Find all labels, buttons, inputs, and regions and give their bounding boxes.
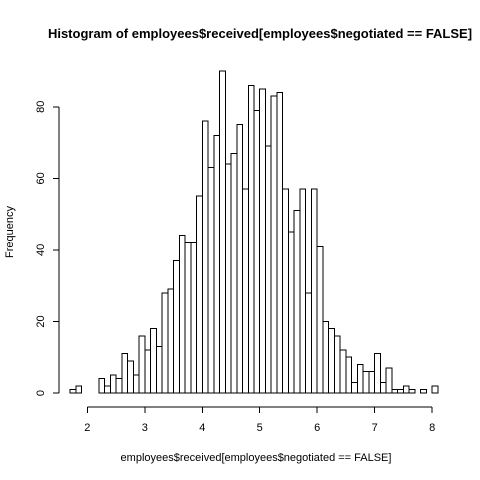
x-axis-label: employees$received[employees$negotiated … bbox=[121, 452, 392, 464]
histogram-bar bbox=[242, 188, 249, 394]
histogram-bar bbox=[173, 260, 180, 394]
histogram-bar bbox=[397, 388, 404, 394]
bars-group bbox=[69, 70, 439, 394]
x-tick-label: 5 bbox=[257, 422, 263, 434]
histogram-bar bbox=[155, 345, 163, 394]
histogram-bar bbox=[224, 163, 232, 394]
histogram-bar bbox=[402, 385, 410, 394]
histogram-bar bbox=[379, 381, 387, 394]
histogram-bar bbox=[328, 328, 335, 394]
histogram-bar bbox=[362, 371, 370, 394]
y-tick-label: 40 bbox=[35, 244, 47, 256]
histogram-bar bbox=[207, 167, 215, 394]
histogram-bar bbox=[150, 328, 157, 394]
histogram-bar bbox=[351, 381, 358, 394]
histogram-bar bbox=[310, 188, 318, 394]
x-tick-label: 6 bbox=[314, 422, 320, 434]
histogram-bar bbox=[385, 367, 393, 394]
histogram-bar bbox=[178, 235, 186, 394]
histogram-bar bbox=[230, 152, 238, 394]
histogram-bar bbox=[305, 292, 312, 394]
histogram-bar bbox=[408, 388, 416, 394]
y-tick-label: 60 bbox=[35, 172, 47, 184]
histogram-bar bbox=[316, 245, 324, 394]
histogram-bar bbox=[104, 385, 111, 394]
y-tick-label: 80 bbox=[35, 101, 47, 113]
x-tick-label: 3 bbox=[142, 422, 148, 434]
histogram-bar bbox=[213, 134, 221, 394]
histogram-bar bbox=[121, 353, 129, 394]
histogram-bar bbox=[190, 242, 198, 394]
histogram-bar bbox=[264, 145, 272, 394]
histogram-bar bbox=[282, 188, 289, 394]
histogram-bar bbox=[374, 353, 381, 394]
y-tick-label: 0 bbox=[35, 390, 47, 396]
histogram-bar bbox=[69, 388, 77, 394]
histogram-bar bbox=[259, 88, 266, 394]
x-tick-label: 8 bbox=[429, 422, 435, 434]
histogram-bar bbox=[322, 320, 330, 394]
histogram-bar bbox=[293, 210, 301, 394]
histogram-bar bbox=[345, 356, 353, 394]
histogram-bar bbox=[253, 109, 261, 394]
x-axis: 2 3 4 5 6 7 8 bbox=[84, 406, 435, 434]
chart-title: Histogram of employees$received[employee… bbox=[48, 26, 472, 41]
histogram-bar bbox=[276, 91, 284, 394]
histogram-bar bbox=[339, 349, 347, 394]
histogram-bar bbox=[287, 231, 295, 394]
histogram-bar bbox=[75, 385, 83, 394]
x-tick-label: 7 bbox=[372, 422, 378, 434]
histogram-bar bbox=[109, 374, 117, 394]
histogram-bar bbox=[144, 349, 152, 394]
histogram-bar bbox=[98, 378, 106, 394]
x-tick-label: 2 bbox=[84, 422, 90, 434]
histogram-bar bbox=[138, 335, 146, 394]
histogram-bar bbox=[196, 195, 203, 394]
histogram-bar bbox=[219, 70, 226, 394]
histogram-bar bbox=[201, 120, 209, 394]
histogram-bar bbox=[368, 371, 376, 394]
histogram-bar bbox=[184, 242, 192, 394]
histogram-bar bbox=[270, 95, 278, 394]
histogram-bar bbox=[127, 360, 134, 394]
y-axis: 0 20 40 60 80 bbox=[35, 101, 60, 396]
histogram-bar bbox=[333, 335, 341, 394]
histogram-bar bbox=[161, 292, 169, 394]
histogram-bar bbox=[115, 378, 123, 394]
y-axis-label: Frequency bbox=[4, 206, 16, 258]
histogram-bar bbox=[236, 124, 244, 394]
histogram-bar bbox=[391, 388, 399, 394]
histogram-bar bbox=[356, 363, 364, 394]
y-tick-label: 20 bbox=[35, 315, 47, 327]
histogram-bar bbox=[132, 374, 140, 394]
histogram-bar bbox=[299, 188, 307, 394]
histogram-bar bbox=[247, 84, 255, 394]
x-tick-label: 4 bbox=[199, 422, 205, 434]
histogram-bar bbox=[431, 385, 439, 394]
histogram-bar bbox=[420, 388, 427, 394]
histogram-bar bbox=[167, 288, 175, 394]
